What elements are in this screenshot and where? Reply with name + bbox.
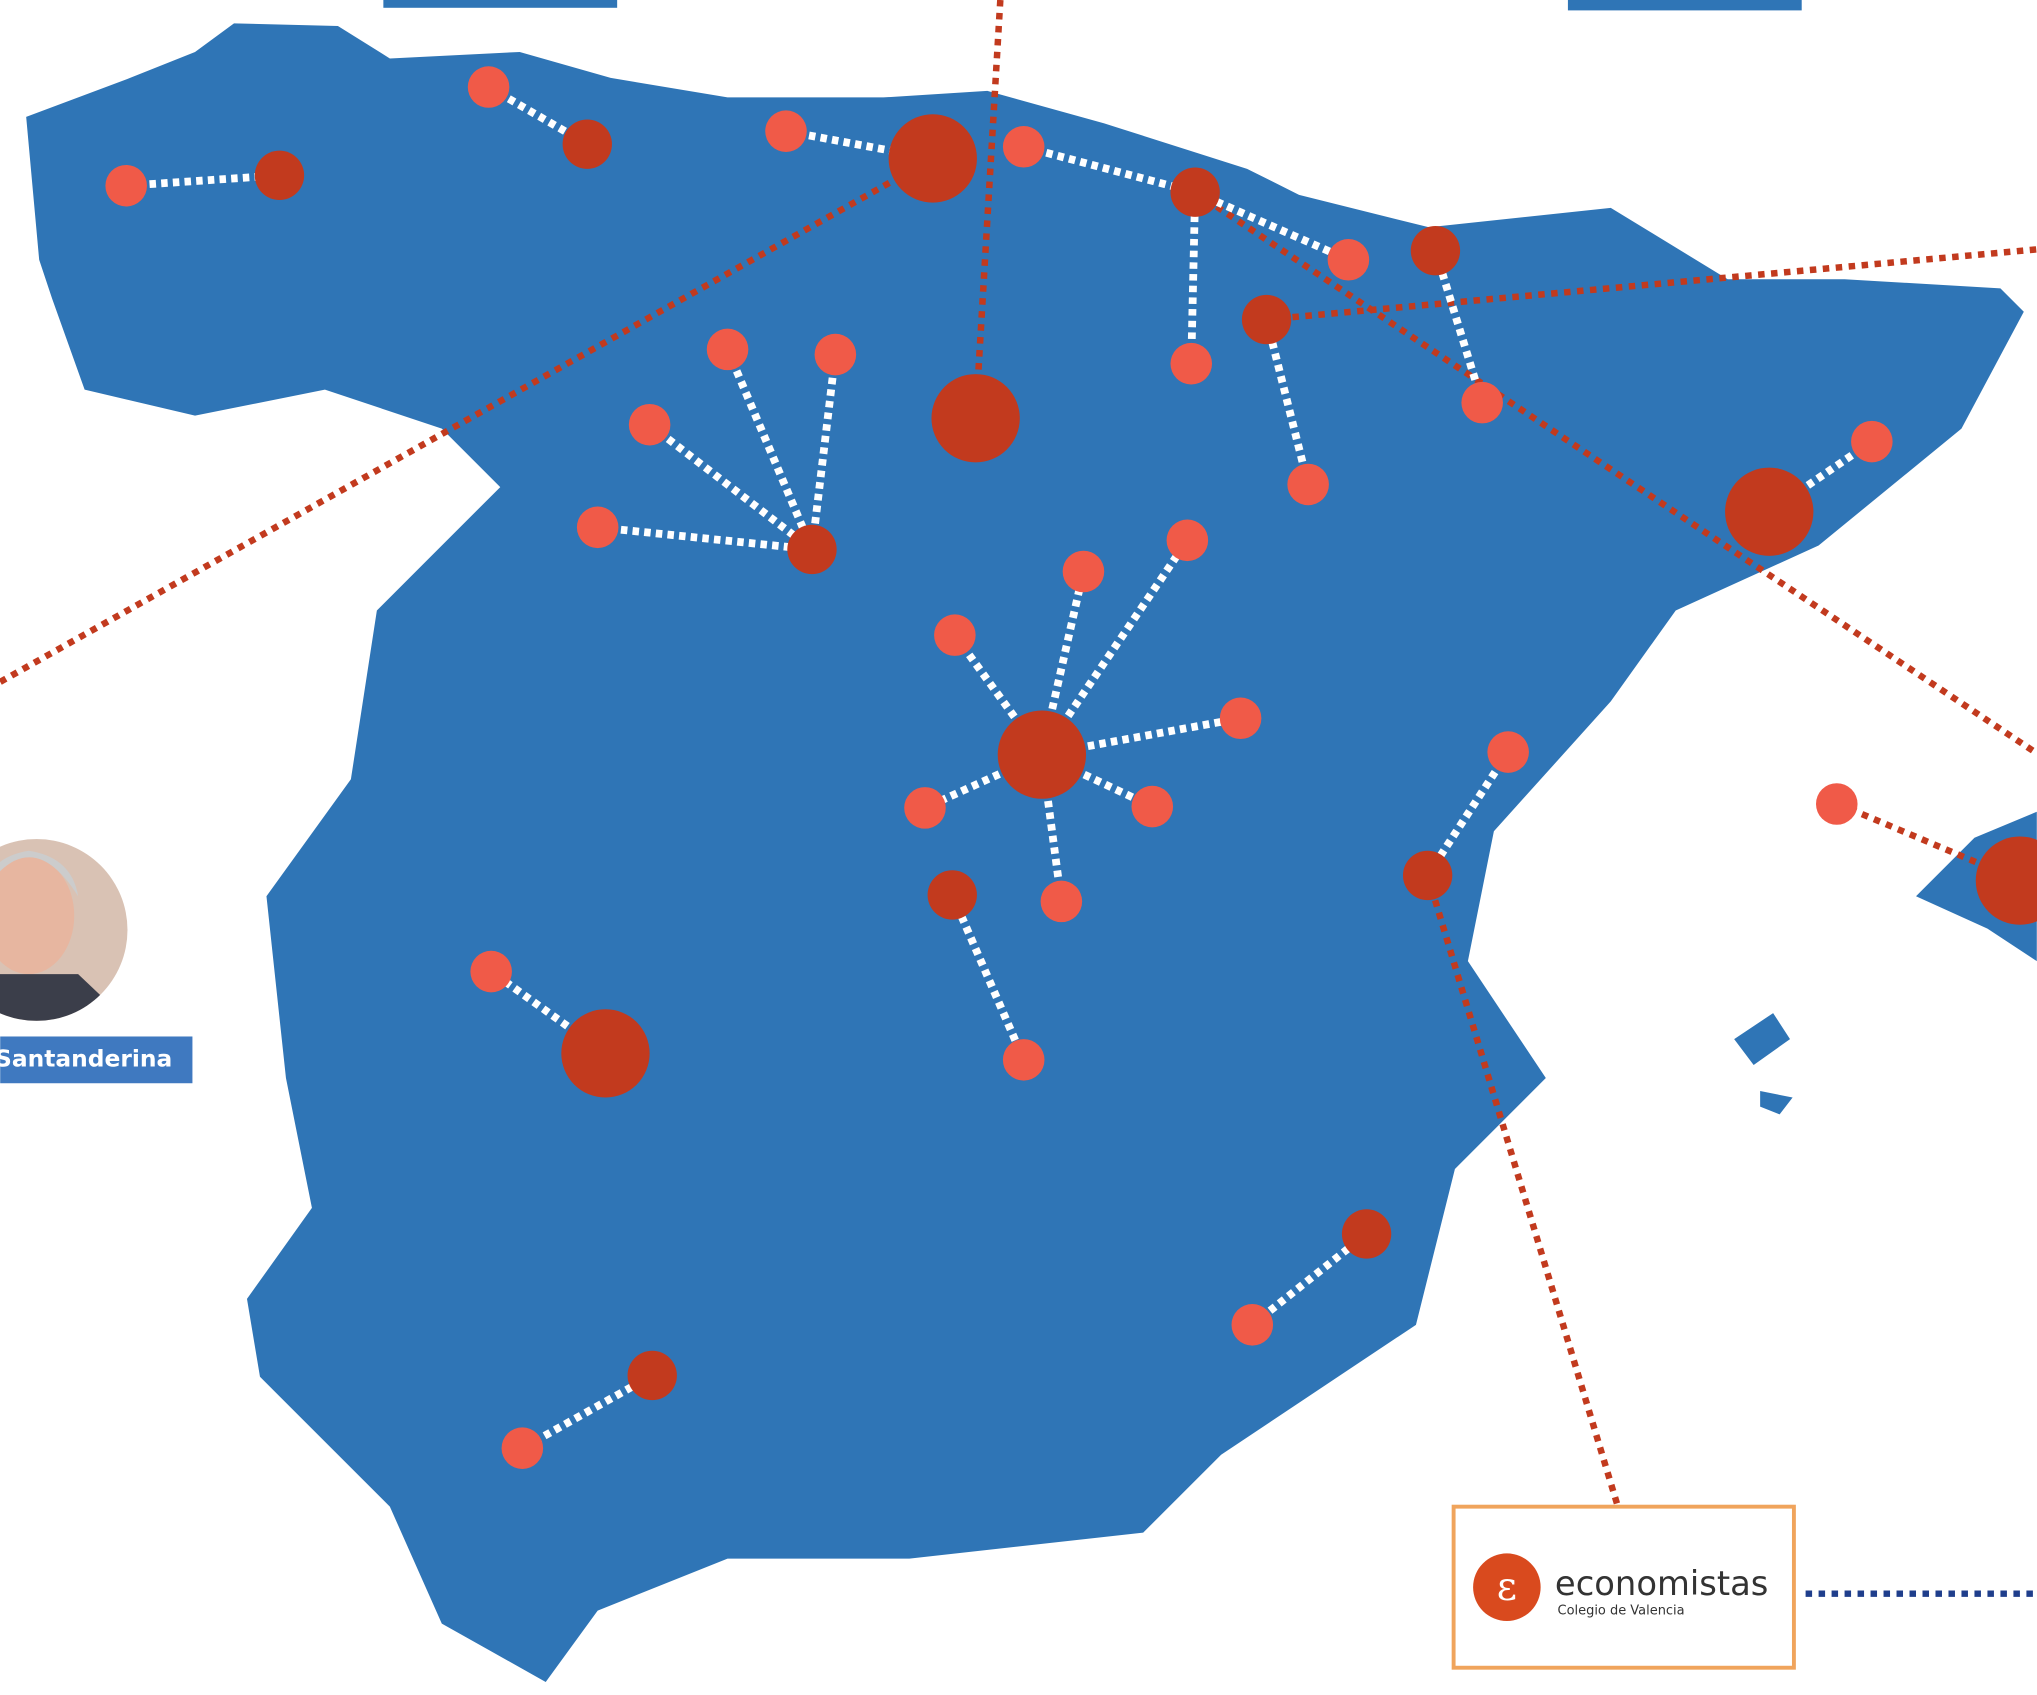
top-tab: [383, 0, 618, 8]
white-link: [1262, 318, 1312, 486]
red-link: [1424, 874, 1627, 1528]
member-node: [105, 164, 147, 207]
red-link: [972, 0, 1004, 419]
member-node: [1231, 1304, 1274, 1346]
white-link: [1038, 570, 1088, 756]
city-node: [1241, 294, 1292, 345]
member-node: [1002, 1039, 1045, 1081]
member-node: [1851, 420, 1893, 463]
hub-node: [1725, 467, 1814, 556]
white-link: [1038, 538, 1191, 757]
member-node: [576, 506, 619, 549]
member-node: [904, 787, 946, 829]
logo-sub: Colegio de Valencia: [1558, 1603, 1685, 1618]
member-node: [1002, 125, 1045, 168]
white-link: [1431, 249, 1486, 404]
member-node: [467, 66, 510, 108]
white-link: [520, 1372, 655, 1452]
white-link: [1041, 714, 1242, 759]
member-node: [1287, 463, 1329, 506]
hub-node: [931, 374, 1020, 463]
city-node: [627, 1350, 677, 1401]
member-node: [628, 403, 671, 446]
member-node: [1131, 785, 1174, 828]
logo-name: economistas: [1555, 1564, 1768, 1603]
member-node: [1062, 550, 1105, 593]
white-link: [1022, 143, 1197, 196]
member-node: [934, 614, 976, 656]
member-node: [1166, 519, 1209, 562]
logo-icon: [1473, 1553, 1541, 1621]
hub-node: [561, 1009, 650, 1098]
white-link: [808, 354, 840, 550]
hub-node: [888, 114, 977, 203]
hub-node: [997, 710, 1087, 799]
logo-glyph: ε: [1497, 1565, 1517, 1610]
white-link: [597, 523, 813, 554]
city-node: [787, 524, 837, 575]
city-node: [1170, 167, 1220, 217]
city-node: [254, 150, 305, 201]
person-label: Santanderina: [0, 1044, 172, 1072]
member-node: [1815, 783, 1858, 825]
spain-mainland: [26, 23, 2024, 1683]
city-node: [927, 870, 977, 920]
red-link: [0, 155, 935, 685]
member-node: [1219, 697, 1262, 740]
hub-node: [1975, 836, 2037, 925]
member-node: [1170, 342, 1213, 385]
white-link: [723, 347, 816, 551]
white-link: [125, 171, 280, 190]
white-link: [785, 127, 934, 163]
city-node: [1402, 850, 1453, 901]
member-node: [814, 333, 857, 376]
member-node: [1487, 731, 1529, 773]
white-link: [1040, 751, 1154, 811]
member-node: [706, 328, 749, 371]
member-node: [1040, 880, 1083, 923]
member-node: [1327, 238, 1370, 281]
white-link: [923, 751, 1044, 812]
white-link: [1767, 438, 1875, 515]
person-photo: [0, 839, 128, 1021]
person-label-box: [0, 1036, 193, 1084]
city-node: [562, 119, 612, 169]
member-node: [470, 950, 512, 993]
member-node: [501, 1427, 544, 1469]
member-node: [1461, 381, 1503, 424]
city-node: [1341, 1209, 1392, 1259]
ibiza: [1734, 1013, 1793, 1115]
member-node: [765, 110, 807, 152]
white-link: [1187, 192, 1200, 364]
top-tab: [1567, 0, 1802, 11]
city-node: [1410, 226, 1461, 276]
white-link: [1193, 188, 1350, 264]
